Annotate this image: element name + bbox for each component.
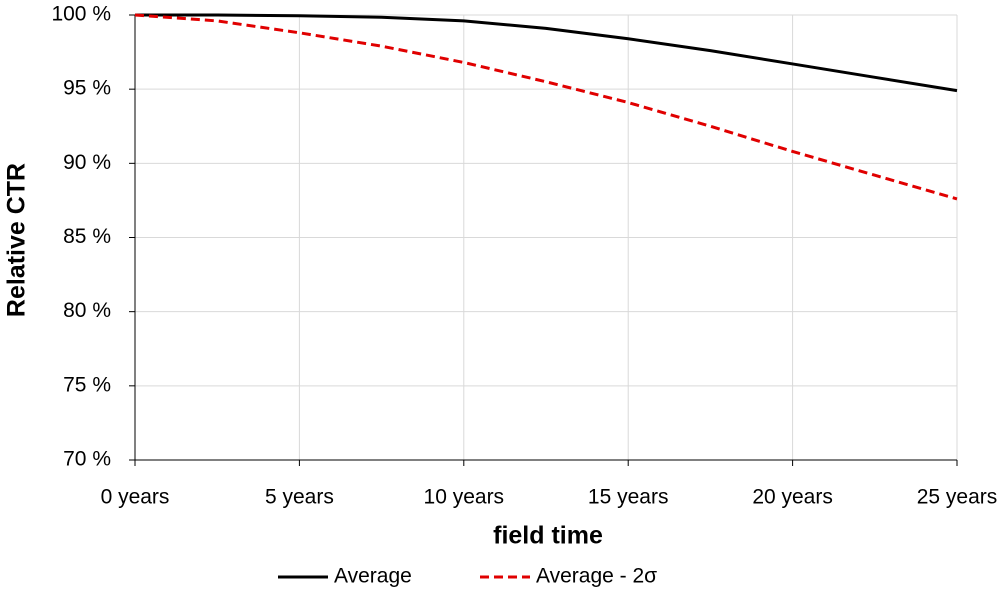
x-tick-label: 0 years [101,486,170,509]
x-axis-title: field time [493,522,603,550]
y-tick-label: 70 % [63,448,111,471]
y-tick-label: 100 % [51,3,111,26]
y-axis-title: Relative CTR [3,163,31,317]
y-tick-label: 75 % [63,373,111,396]
x-tick-label: 5 years [265,486,334,509]
y-tick-label: 95 % [63,77,111,100]
y-tick-label: 90 % [63,151,111,174]
x-tick-label: 25 years [917,486,998,509]
x-tick-label: 15 years [588,486,669,509]
y-tick-label: 85 % [63,225,111,248]
x-tick-label: 20 years [752,486,833,509]
x-tick-label: 10 years [424,486,505,509]
data-line [134,13,958,201]
legend-label: Average [334,565,412,588]
data-line [135,13,958,93]
y-tick-label: 80 % [63,299,111,322]
legend-label: Average - 2σ [536,565,657,588]
